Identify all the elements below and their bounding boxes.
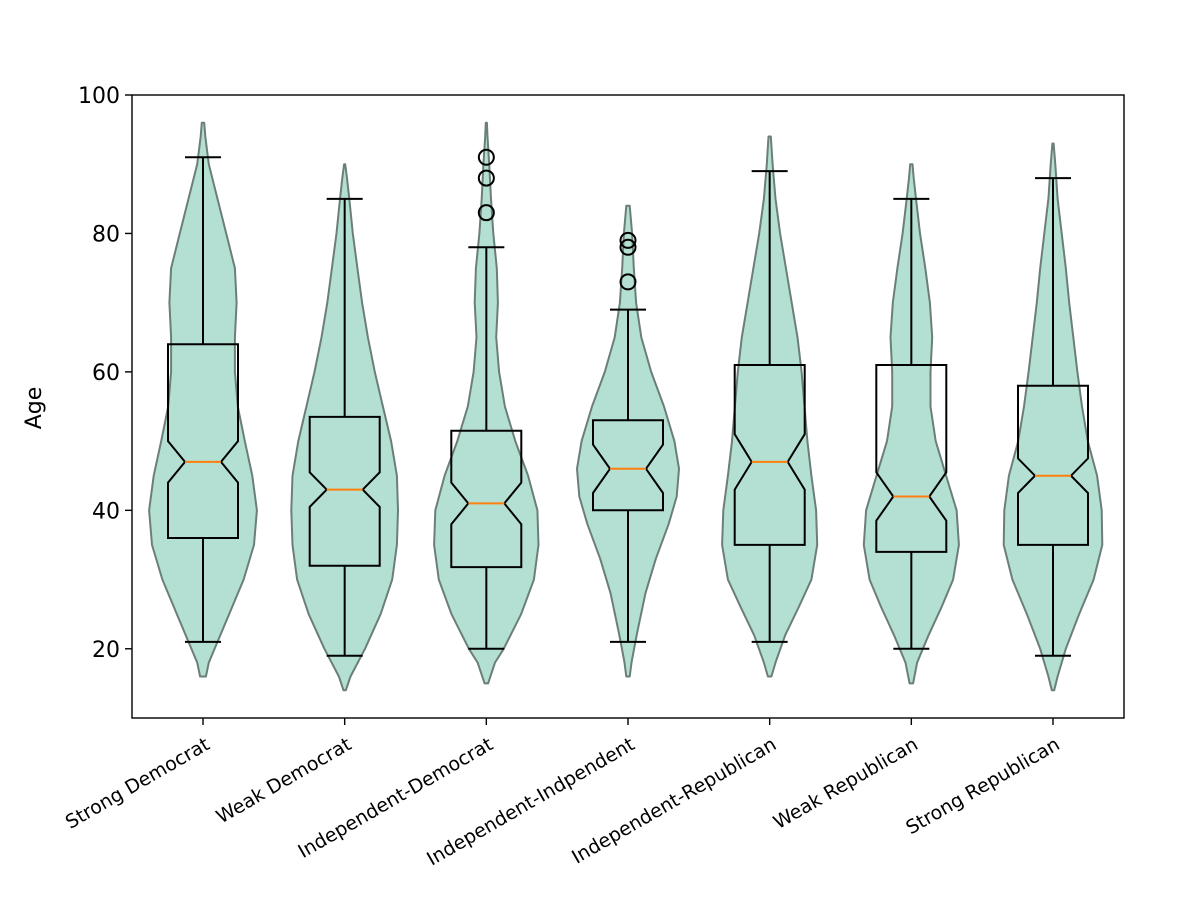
violin-body (862, 163, 960, 685)
x-tick-label: Weak Republican (770, 733, 922, 834)
y-tick-label: 20 (92, 638, 120, 663)
plot-content (148, 121, 1104, 692)
outlier-point (477, 148, 495, 166)
violin-body (290, 163, 399, 692)
y-tick-label: 40 (92, 499, 120, 524)
violin-group (721, 135, 819, 678)
y-axis: 20 40 60 80 100 (78, 84, 132, 663)
violin-group (576, 204, 680, 678)
notched-box (592, 419, 664, 512)
violin-body (721, 135, 819, 678)
outlier-point (619, 231, 637, 249)
outlier-point (477, 204, 495, 222)
notched-box (1017, 384, 1089, 546)
notched-box (875, 364, 948, 553)
y-axis-label: Age (22, 387, 47, 430)
x-tick-label: Strong Republican (902, 733, 1063, 839)
y-tick-label: 60 (92, 361, 120, 386)
notched-box (167, 343, 239, 539)
violin-body (576, 204, 680, 678)
x-tick-label: Strong Democrat (62, 733, 214, 833)
outlier-point (619, 273, 637, 291)
outlier-point (619, 238, 637, 256)
violin-group (148, 121, 258, 678)
violin-body (1002, 142, 1104, 692)
notched-box (450, 429, 523, 569)
notched-box (308, 415, 381, 567)
violin-group (433, 121, 540, 685)
violin-group (1002, 142, 1104, 692)
violin-group (862, 163, 960, 685)
y-tick-label: 80 (92, 222, 120, 247)
x-axis: Strong Democrat Weak DemocratIndependent-… (62, 718, 1064, 870)
notched-box (733, 364, 806, 546)
outlier-point (477, 169, 495, 187)
violin-group (290, 163, 399, 692)
x-tick-label: Weak Democrat (213, 733, 356, 828)
y-tick-label: 100 (78, 84, 120, 109)
